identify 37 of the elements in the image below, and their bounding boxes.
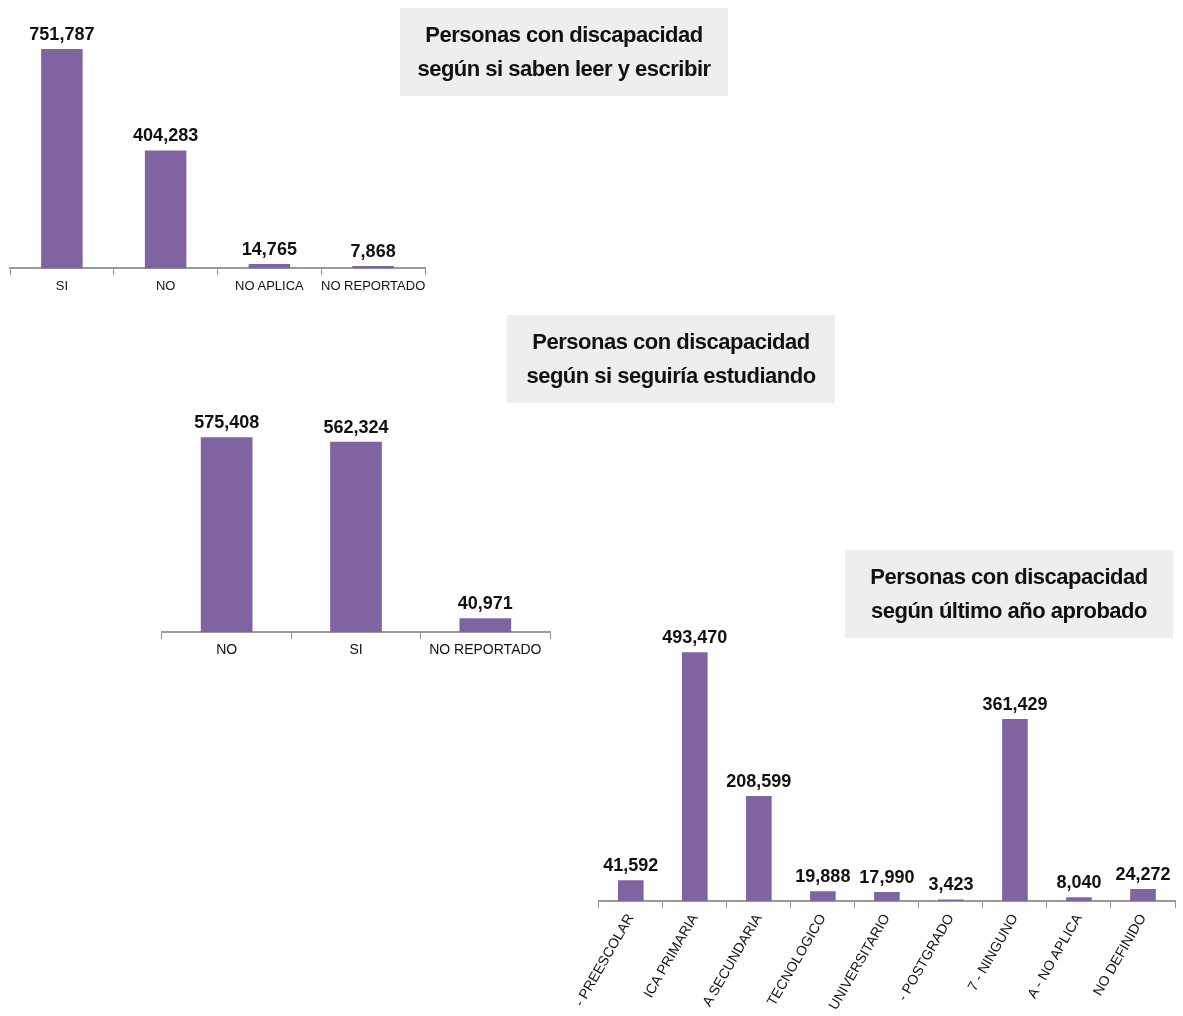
data-label: 7,868 xyxy=(350,241,396,262)
bar xyxy=(1002,718,1028,902)
bar xyxy=(1130,888,1156,902)
bar xyxy=(874,892,900,902)
text: Personas con discapacidad según si saben leer y escribir xyxy=(400,8,728,96)
x-tick-label: NO APLICA xyxy=(235,277,305,293)
data-label: 17,990 xyxy=(859,867,915,888)
data-label: 751,787 xyxy=(29,24,95,45)
data-label: 208,599 xyxy=(726,770,792,791)
text: Personas con discapacidad según si seguiría estudiando xyxy=(507,315,835,403)
x-tick-label: SI xyxy=(349,641,363,658)
bar xyxy=(144,150,187,269)
data-label: 404,283 xyxy=(133,125,199,146)
data-label: 14,765 xyxy=(241,239,297,260)
bar xyxy=(746,795,772,902)
x-tick-label: NO xyxy=(155,277,176,293)
x-tick-label: NO REPORTADO xyxy=(429,641,542,658)
bar xyxy=(682,652,708,902)
data-label: 361,429 xyxy=(982,693,1048,714)
x-tick-label: SI xyxy=(55,277,69,293)
data-label: 24,272 xyxy=(1115,863,1171,884)
x-tick-label: NO xyxy=(216,641,238,658)
bar xyxy=(41,49,83,269)
data-label: 575,408 xyxy=(194,412,260,433)
data-label: 19,888 xyxy=(795,866,851,887)
bar xyxy=(810,891,836,902)
data-label: 562,324 xyxy=(323,416,389,437)
data-label: 493,470 xyxy=(662,627,728,648)
data-label: 40,971 xyxy=(457,593,513,614)
bar xyxy=(1066,897,1092,902)
x-tick-label: NO REPORTADO xyxy=(320,277,426,293)
data-label: 8,040 xyxy=(1056,872,1102,893)
data-label: 3,423 xyxy=(928,874,974,895)
bar xyxy=(617,880,644,902)
data-label: 41,592 xyxy=(603,855,659,876)
chart-title: Personas con discapacidad según último año aprobado xyxy=(845,550,1173,638)
bar xyxy=(248,264,291,269)
